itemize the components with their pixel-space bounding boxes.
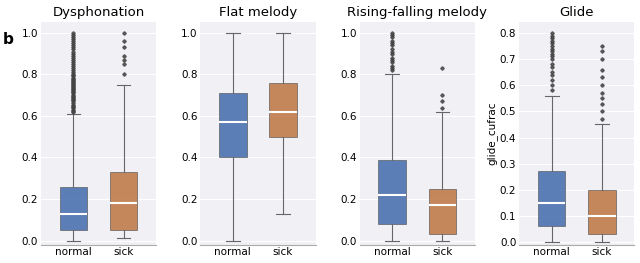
Text: b: b xyxy=(3,32,14,47)
Y-axis label: glide_cufrac: glide_cufrac xyxy=(486,102,497,165)
Title: Glide: Glide xyxy=(559,6,594,19)
Title: Flat melody: Flat melody xyxy=(219,6,297,19)
PathPatch shape xyxy=(219,93,246,158)
Title: Dysphonation: Dysphonation xyxy=(52,6,145,19)
PathPatch shape xyxy=(110,172,138,230)
PathPatch shape xyxy=(429,189,456,234)
PathPatch shape xyxy=(378,160,406,224)
Title: Rising-falling melody: Rising-falling melody xyxy=(348,6,487,19)
PathPatch shape xyxy=(538,171,566,226)
PathPatch shape xyxy=(269,83,297,137)
PathPatch shape xyxy=(588,190,616,234)
PathPatch shape xyxy=(60,186,87,230)
